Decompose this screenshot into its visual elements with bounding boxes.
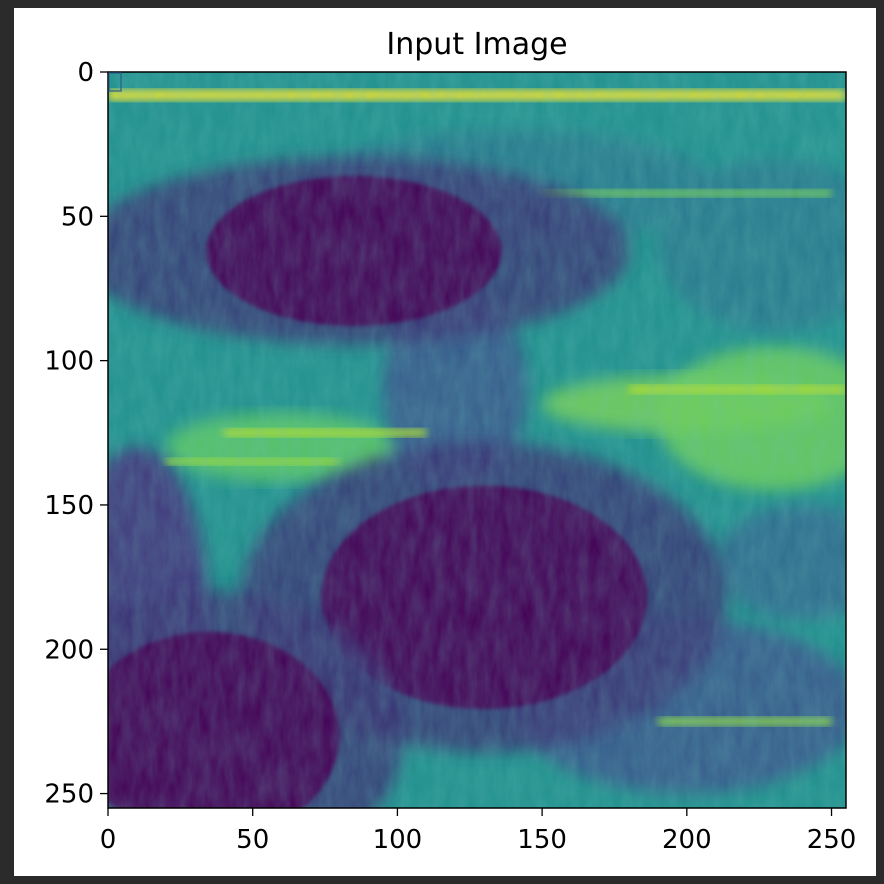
corner-marker: [108, 72, 122, 92]
ultrasound-image: [108, 72, 846, 808]
x-tick-label: 50: [236, 825, 269, 855]
x-axis: 0 50 100 150 200 250: [100, 808, 857, 855]
x-tick-label: 200: [662, 825, 712, 855]
chart-title: Input Image: [386, 27, 567, 62]
x-tick-label: 250: [807, 825, 857, 855]
y-tick-label: 150: [44, 491, 94, 521]
y-axis: 0 50 100 150 200 250: [44, 58, 108, 810]
y-tick-label: 250: [44, 780, 94, 810]
y-tick-label: 100: [44, 347, 94, 377]
y-tick-label: 50: [61, 202, 94, 232]
x-tick-label: 0: [100, 825, 117, 855]
y-tick-label: 0: [77, 58, 94, 88]
x-tick-label: 100: [373, 825, 423, 855]
window-top-strip: [0, 0, 884, 8]
y-tick-label: 200: [44, 635, 94, 665]
x-tick-label: 150: [517, 825, 567, 855]
axes-frame: [107, 71, 847, 809]
